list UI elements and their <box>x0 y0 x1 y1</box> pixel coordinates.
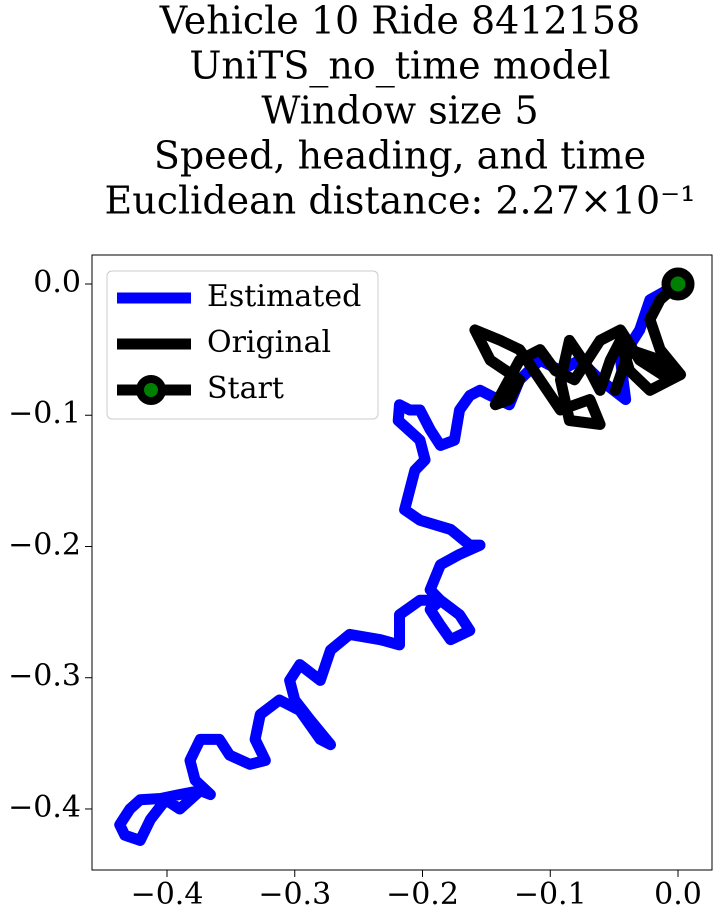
x-tick-label: −0.3 <box>258 877 331 912</box>
legend-label: Start <box>207 371 284 406</box>
y-tick-label: −0.1 <box>8 396 81 431</box>
chart-title: Speed, heading, and time <box>154 134 646 178</box>
x-tick-label: −0.4 <box>131 877 204 912</box>
chart-title: UniTS_no_time model <box>189 44 610 89</box>
x-tick-label: 0.0 <box>654 877 702 912</box>
x-tick-label: −0.1 <box>514 877 587 912</box>
trajectory-line <box>469 278 687 430</box>
x-tick-label: −0.2 <box>386 877 459 912</box>
chart-title: Vehicle 10 Ride 8412158 <box>159 0 640 43</box>
start-marker <box>661 267 695 301</box>
chart-title: Euclidean distance: 2.27×10⁻¹ <box>105 179 696 223</box>
trajectory-line <box>114 278 684 846</box>
legend-label: Original <box>207 325 331 360</box>
chart-title: Window size 5 <box>261 89 538 133</box>
plot-frame <box>91 254 713 871</box>
y-tick-label: −0.3 <box>8 659 81 694</box>
legend-marker <box>136 375 166 405</box>
legend-box <box>106 270 379 420</box>
y-tick-label: −0.4 <box>8 790 81 825</box>
y-tick-label: 0.0 <box>33 265 81 300</box>
legend-label: Estimated <box>207 279 361 314</box>
y-tick-label: −0.2 <box>8 527 81 562</box>
